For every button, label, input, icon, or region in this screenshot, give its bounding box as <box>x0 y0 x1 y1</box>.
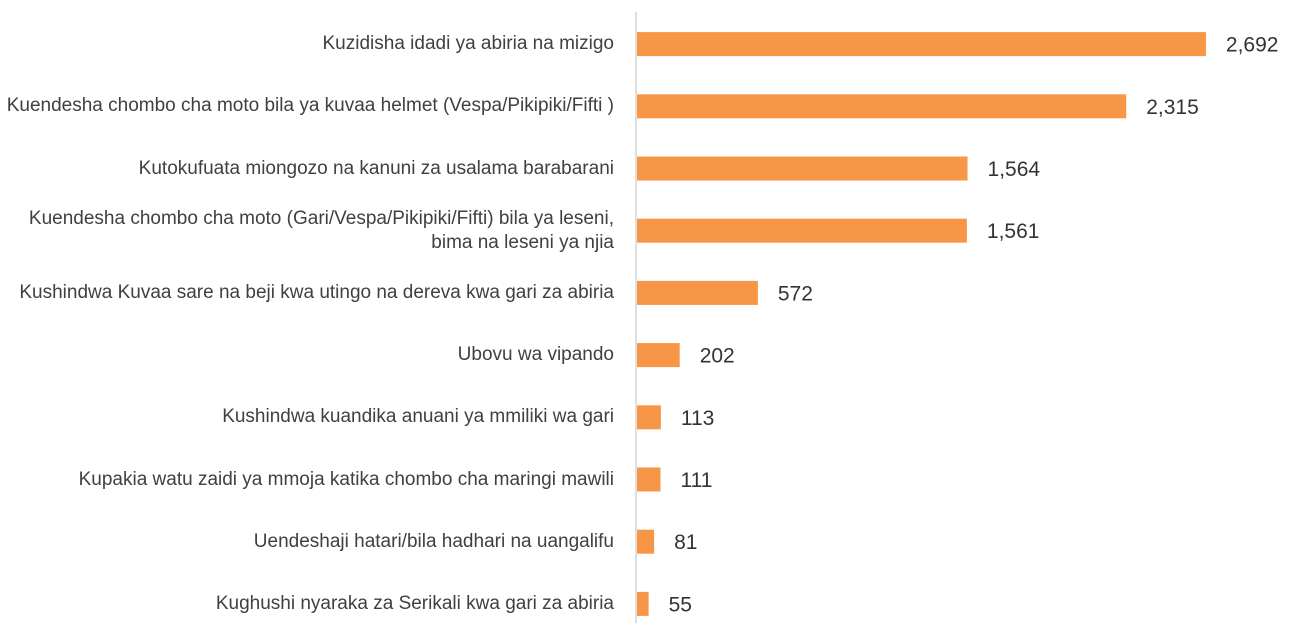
bar <box>637 32 1206 57</box>
value-label: 111 <box>680 469 712 492</box>
category-label: Kuendesha chombo cha moto bila ya kuvaa … <box>6 95 614 117</box>
category-label: Kughushi nyaraka za Serikali kwa gari za… <box>215 592 614 614</box>
bar <box>637 591 649 616</box>
value-label: 1,564 <box>988 158 1041 181</box>
bar <box>637 218 967 243</box>
bar <box>637 529 655 554</box>
value-label: 572 <box>778 282 813 305</box>
value-label: 113 <box>681 407 714 430</box>
bar <box>637 343 680 368</box>
category-label: Kuendesha chombo cha moto (Gari/Vespa/Pi… <box>28 207 614 253</box>
value-label: 1,561 <box>987 220 1040 243</box>
value-label: 2,692 <box>1226 34 1279 57</box>
bar <box>637 156 968 181</box>
value-label: 202 <box>700 345 735 368</box>
value-label: 81 <box>674 531 697 554</box>
bar <box>637 94 1127 119</box>
category-label: Kutokufuata miongozo na kanuni za usalam… <box>138 157 614 179</box>
category-label: Uendeshaji hatari/bila hadhari na uangal… <box>253 530 614 552</box>
bar <box>637 280 758 305</box>
category-label: Ubovu wa vipando <box>457 344 614 366</box>
category-label: Kupakia watu zaidi ya mmoja katika chomb… <box>78 468 614 490</box>
category-label: Kushindwa Kuvaa sare na beji kwa utingo … <box>19 281 614 303</box>
category-label: Kuzidisha idadi ya abiria na mizigo <box>322 33 615 55</box>
bar <box>637 405 661 430</box>
value-label: 55 <box>669 593 692 616</box>
value-label: 2,315 <box>1146 96 1199 119</box>
bar <box>637 467 661 492</box>
category-label: Kushindwa kuandika anuani ya mmiliki wa … <box>222 406 614 428</box>
